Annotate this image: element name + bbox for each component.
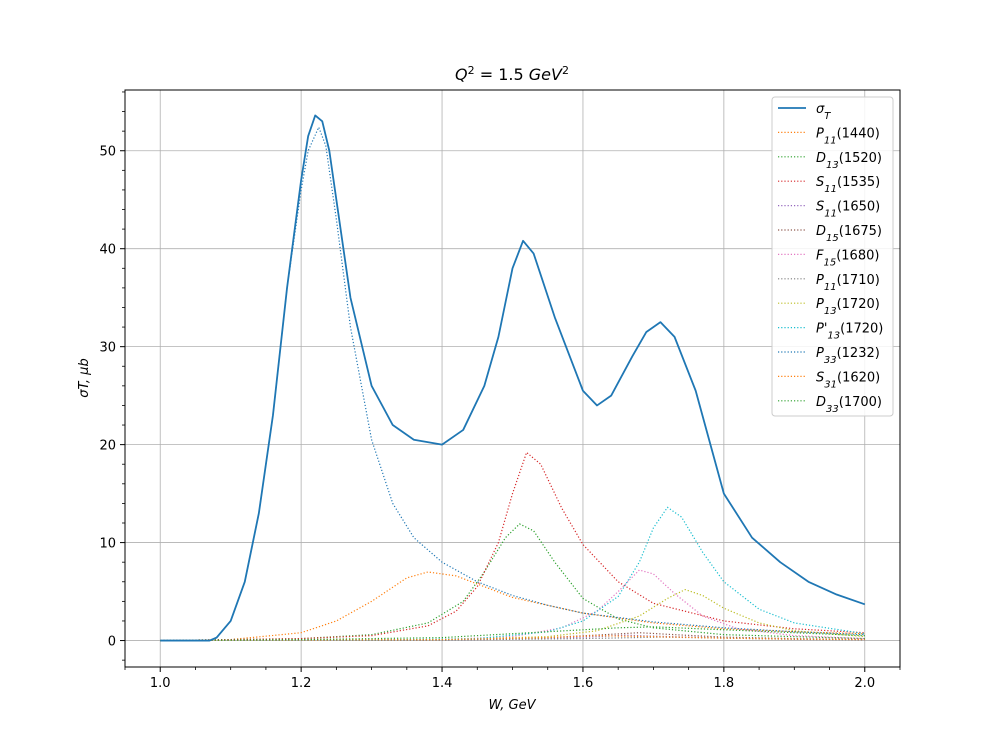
legend: σT P11(1440) D13(1520) S11(1535) S11(1650) D1… (771, 96, 894, 417)
legend-label: S31(1620) (816, 370, 880, 390)
legend-label: σT (816, 102, 831, 122)
series-line (160, 626, 865, 642)
x-tick-label: 2.0 (854, 676, 875, 691)
legend-label: P'13(1720) (816, 322, 883, 342)
legend-label: D15(1675) (816, 224, 882, 244)
legend-entry: F15(1680) (778, 248, 879, 268)
x-tick-label: 1.8 (714, 676, 735, 691)
legend-entry: P11(1710) (778, 273, 880, 293)
series-line (160, 571, 865, 642)
legend-entry: S11(1650) (778, 200, 880, 220)
series-line (160, 569, 865, 642)
series-line (160, 114, 866, 642)
x-tick-label: 1.0 (150, 676, 171, 691)
x-tick-label: 1.6 (573, 676, 594, 691)
legend-entry: P13(1720) (778, 297, 880, 317)
x-tick-label: 1.4 (432, 676, 453, 691)
legend-entry: D13(1520) (778, 151, 882, 171)
legend-entry: P33(1232) (778, 346, 880, 366)
legend-label: S11(1650) (816, 200, 880, 220)
legend-entry: D15(1675) (778, 224, 882, 244)
y-tick-label: 40 (99, 243, 116, 258)
legend-label: S11(1535) (816, 175, 880, 195)
legend-label: P33(1232) (816, 346, 880, 366)
legend-box (771, 96, 894, 417)
axis-ticks: 1.0 1.2 1.4 1.6 1.8 2.0 0 10 20 30 40 50 (99, 91, 901, 691)
legend-label: F15(1680) (816, 248, 879, 268)
legend-label: P11(1710) (816, 273, 880, 293)
series-line (160, 506, 865, 642)
legend-entry: S11(1535) (778, 175, 880, 195)
series-line (160, 523, 865, 642)
y-tick-label: 50 (99, 145, 116, 160)
x-tick-label: 1.2 (291, 676, 312, 691)
y-axis-label: σT, μb (77, 358, 92, 397)
legend-label: P13(1720) (816, 297, 880, 317)
x-axis-label: W, GeV (488, 698, 536, 713)
series-line (160, 635, 865, 642)
series-line (160, 589, 865, 642)
legend-entry: S31(1620) (778, 370, 880, 390)
y-tick-label: 10 (99, 537, 116, 552)
legend-entry: P'13(1720) (778, 322, 883, 342)
legend-label: D13(1520) (816, 151, 882, 171)
legend-entry: σT (778, 102, 831, 122)
y-tick-label: 0 (108, 635, 116, 650)
legend-label: P11(1440) (816, 126, 880, 146)
legend-entry: D33(1700) (778, 395, 882, 415)
series-layer (160, 114, 866, 642)
y-tick-label: 30 (99, 341, 116, 356)
legend-items: σT P11(1440) D13(1520) S11(1535) S11(1650) D1… (778, 102, 883, 414)
legend-label: D33(1700) (816, 395, 882, 415)
y-tick-label: 20 (99, 439, 116, 454)
chart-title: Q2 = 1.5 GeV2 (455, 64, 569, 85)
legend-entry: P11(1440) (778, 126, 880, 146)
